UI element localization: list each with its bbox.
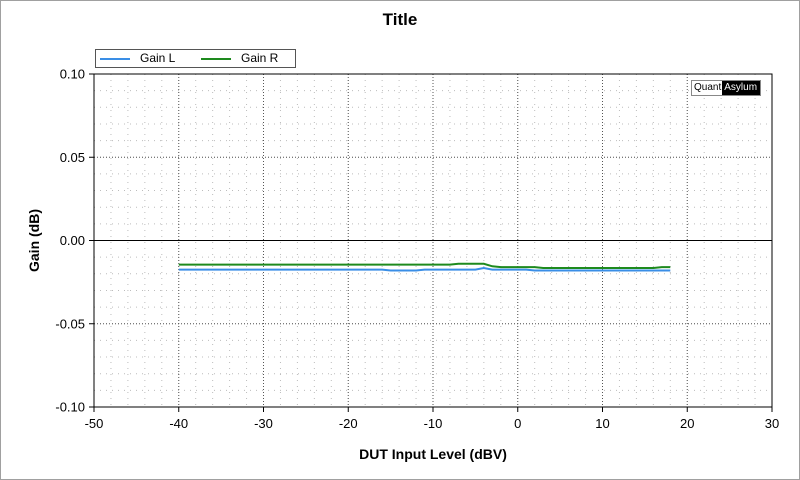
grid [93, 73, 773, 408]
y-tick-label: -0.10 [55, 400, 85, 415]
legend-swatch-gain-l [100, 58, 130, 60]
x-tick-label: -10 [424, 416, 443, 431]
y-tick-label: 0.00 [60, 233, 85, 248]
x-axis-title: DUT Input Level (dBV) [359, 446, 507, 462]
series-line-gain-r [178, 262, 671, 269]
y-axis-title: Gain (dB) [26, 209, 42, 272]
chart-legend: Gain L Gain R [95, 49, 296, 68]
y-tick-label: 0.10 [60, 67, 85, 82]
legend-swatch-gain-r [201, 58, 231, 60]
logo-text-quant: Quant [692, 81, 723, 95]
series-line-gain-l [178, 266, 671, 272]
x-tick-label: 30 [765, 416, 779, 431]
chart-title: Title [382, 10, 418, 29]
x-tick-label: -30 [254, 416, 273, 431]
x-tick-label: -50 [85, 416, 104, 431]
x-tick-label: -20 [339, 416, 358, 431]
x-tick-label: 0 [514, 416, 521, 431]
x-tick-label: 20 [680, 416, 694, 431]
x-tick-label: 10 [595, 416, 609, 431]
logo-text-asylum: Asylum [722, 81, 761, 95]
y-tick-label: 0.05 [60, 150, 85, 165]
y-tick-label: -0.05 [55, 316, 85, 331]
x-tick-label: -40 [169, 416, 188, 431]
legend-label-gain-l: Gain L [140, 51, 176, 65]
legend-label-gain-r: Gain R [241, 51, 279, 65]
quantasylum-logo: Quant Asylum [691, 80, 762, 96]
tick-labels: -50 -40 -30 -20 -10 0 10 20 30 0.10 0.05 0.00 -0.05 -… [55, 67, 779, 432]
series-lines [178, 262, 671, 272]
